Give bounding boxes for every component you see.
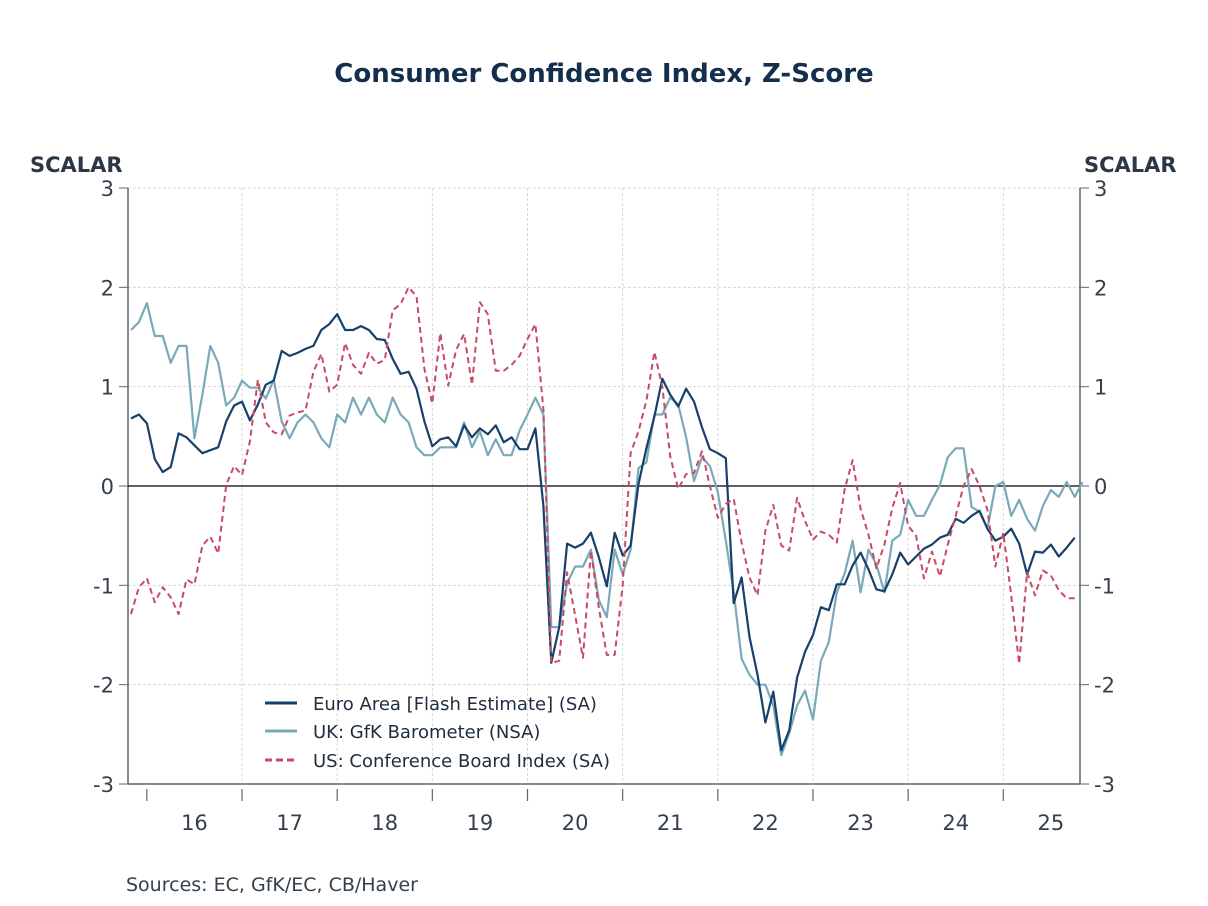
right-tick-label: -1 [1094,574,1115,598]
x-tick-label: 19 [467,811,494,835]
x-tick-label: 25 [1038,811,1065,835]
x-tick-label: 24 [942,811,969,835]
series-lines [130,286,1084,757]
left-tick-label: 0 [101,475,114,499]
left-tick-label: -2 [93,674,114,698]
x-tick-label: 17 [276,811,303,835]
right-tick-label: 3 [1094,177,1107,201]
x-tick-label: 22 [752,811,779,835]
chart-title: Consumer Confidence Index, Z-Score [334,59,873,89]
x-tick-label: 21 [657,811,684,835]
legend-label-euro-area: Euro Area [Flash Estimate] (SA) [313,694,597,715]
right-tick-label: 0 [1094,475,1107,499]
right-tick-label: -2 [1094,674,1115,698]
series-line-uk [130,302,1084,757]
source-note: Sources: EC, GfK/EC, CB/Haver [126,874,418,896]
left-axis-unit-label: SCALAR [30,153,123,177]
left-tick-label: 2 [101,276,114,300]
axes [127,188,1081,785]
right-y-ticks: 3 2 1 0 -1 -2 -3 [1080,177,1115,797]
x-tick-label: 18 [371,811,398,835]
right-tick-label: -3 [1094,773,1115,797]
legend: Euro Area [Flash Estimate] (SA) UK: GfK … [265,694,610,772]
legend-label-us: US: Conference Board Index (SA) [313,751,610,772]
right-axis-unit-label: SCALAR [1084,153,1177,177]
right-tick-label: 1 [1094,376,1107,400]
left-tick-label: -3 [93,773,114,797]
series-line-euro-area [130,313,1076,752]
x-ticks: 16 17 18 19 20 21 22 23 24 25 [146,789,1065,835]
x-tick-label: 16 [181,811,208,835]
x-tick-label: 20 [562,811,589,835]
legend-label-uk: UK: GfK Barometer (NSA) [313,722,540,743]
left-tick-label: -1 [93,574,114,598]
left-tick-label: 1 [101,376,114,400]
x-tick-label: 23 [847,811,874,835]
right-tick-label: 2 [1094,276,1107,300]
left-y-ticks: 3 2 1 0 -1 -2 -3 [93,177,128,797]
left-tick-label: 3 [101,177,114,201]
